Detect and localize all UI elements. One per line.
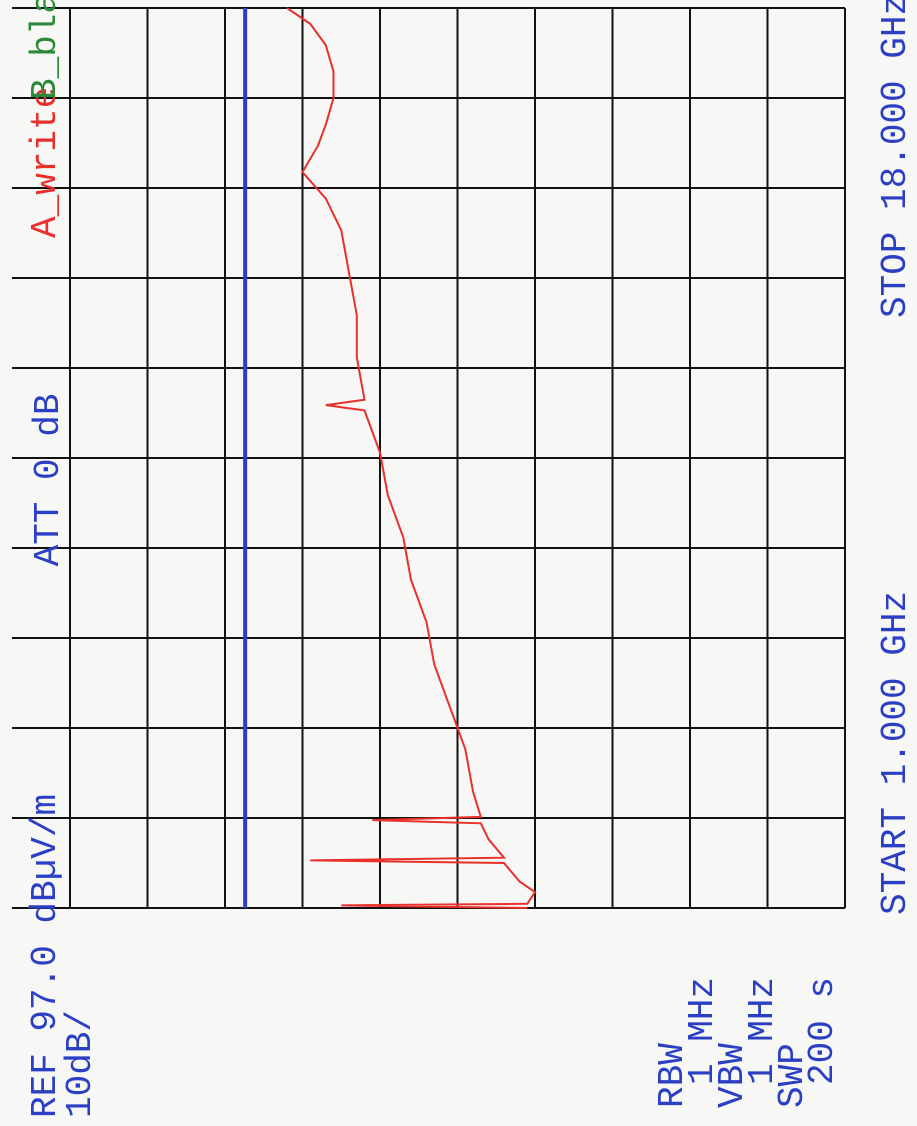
reference-label: REF 97.0 dBµV/m [25, 794, 66, 1118]
trace-b-label: B_blank [25, 0, 66, 100]
setting: SWP [772, 1043, 813, 1108]
grid [12, 7, 846, 909]
trace [286, 7, 537, 909]
trace-a-label: A_write [25, 87, 66, 238]
setting: 1 MHz [742, 977, 783, 1085]
setting: VBW [712, 1043, 753, 1108]
stop-label: STOP 18.000 GHz [875, 0, 916, 318]
start-label: START 1.000 GHz [875, 591, 916, 915]
setting: 200 s [802, 977, 843, 1085]
setting: RBW [652, 1043, 693, 1108]
scale-label: 10dB/ [60, 1010, 101, 1118]
attenuation-label: ATT 0 dB [28, 394, 69, 567]
setting: 1 MHz [682, 977, 723, 1085]
